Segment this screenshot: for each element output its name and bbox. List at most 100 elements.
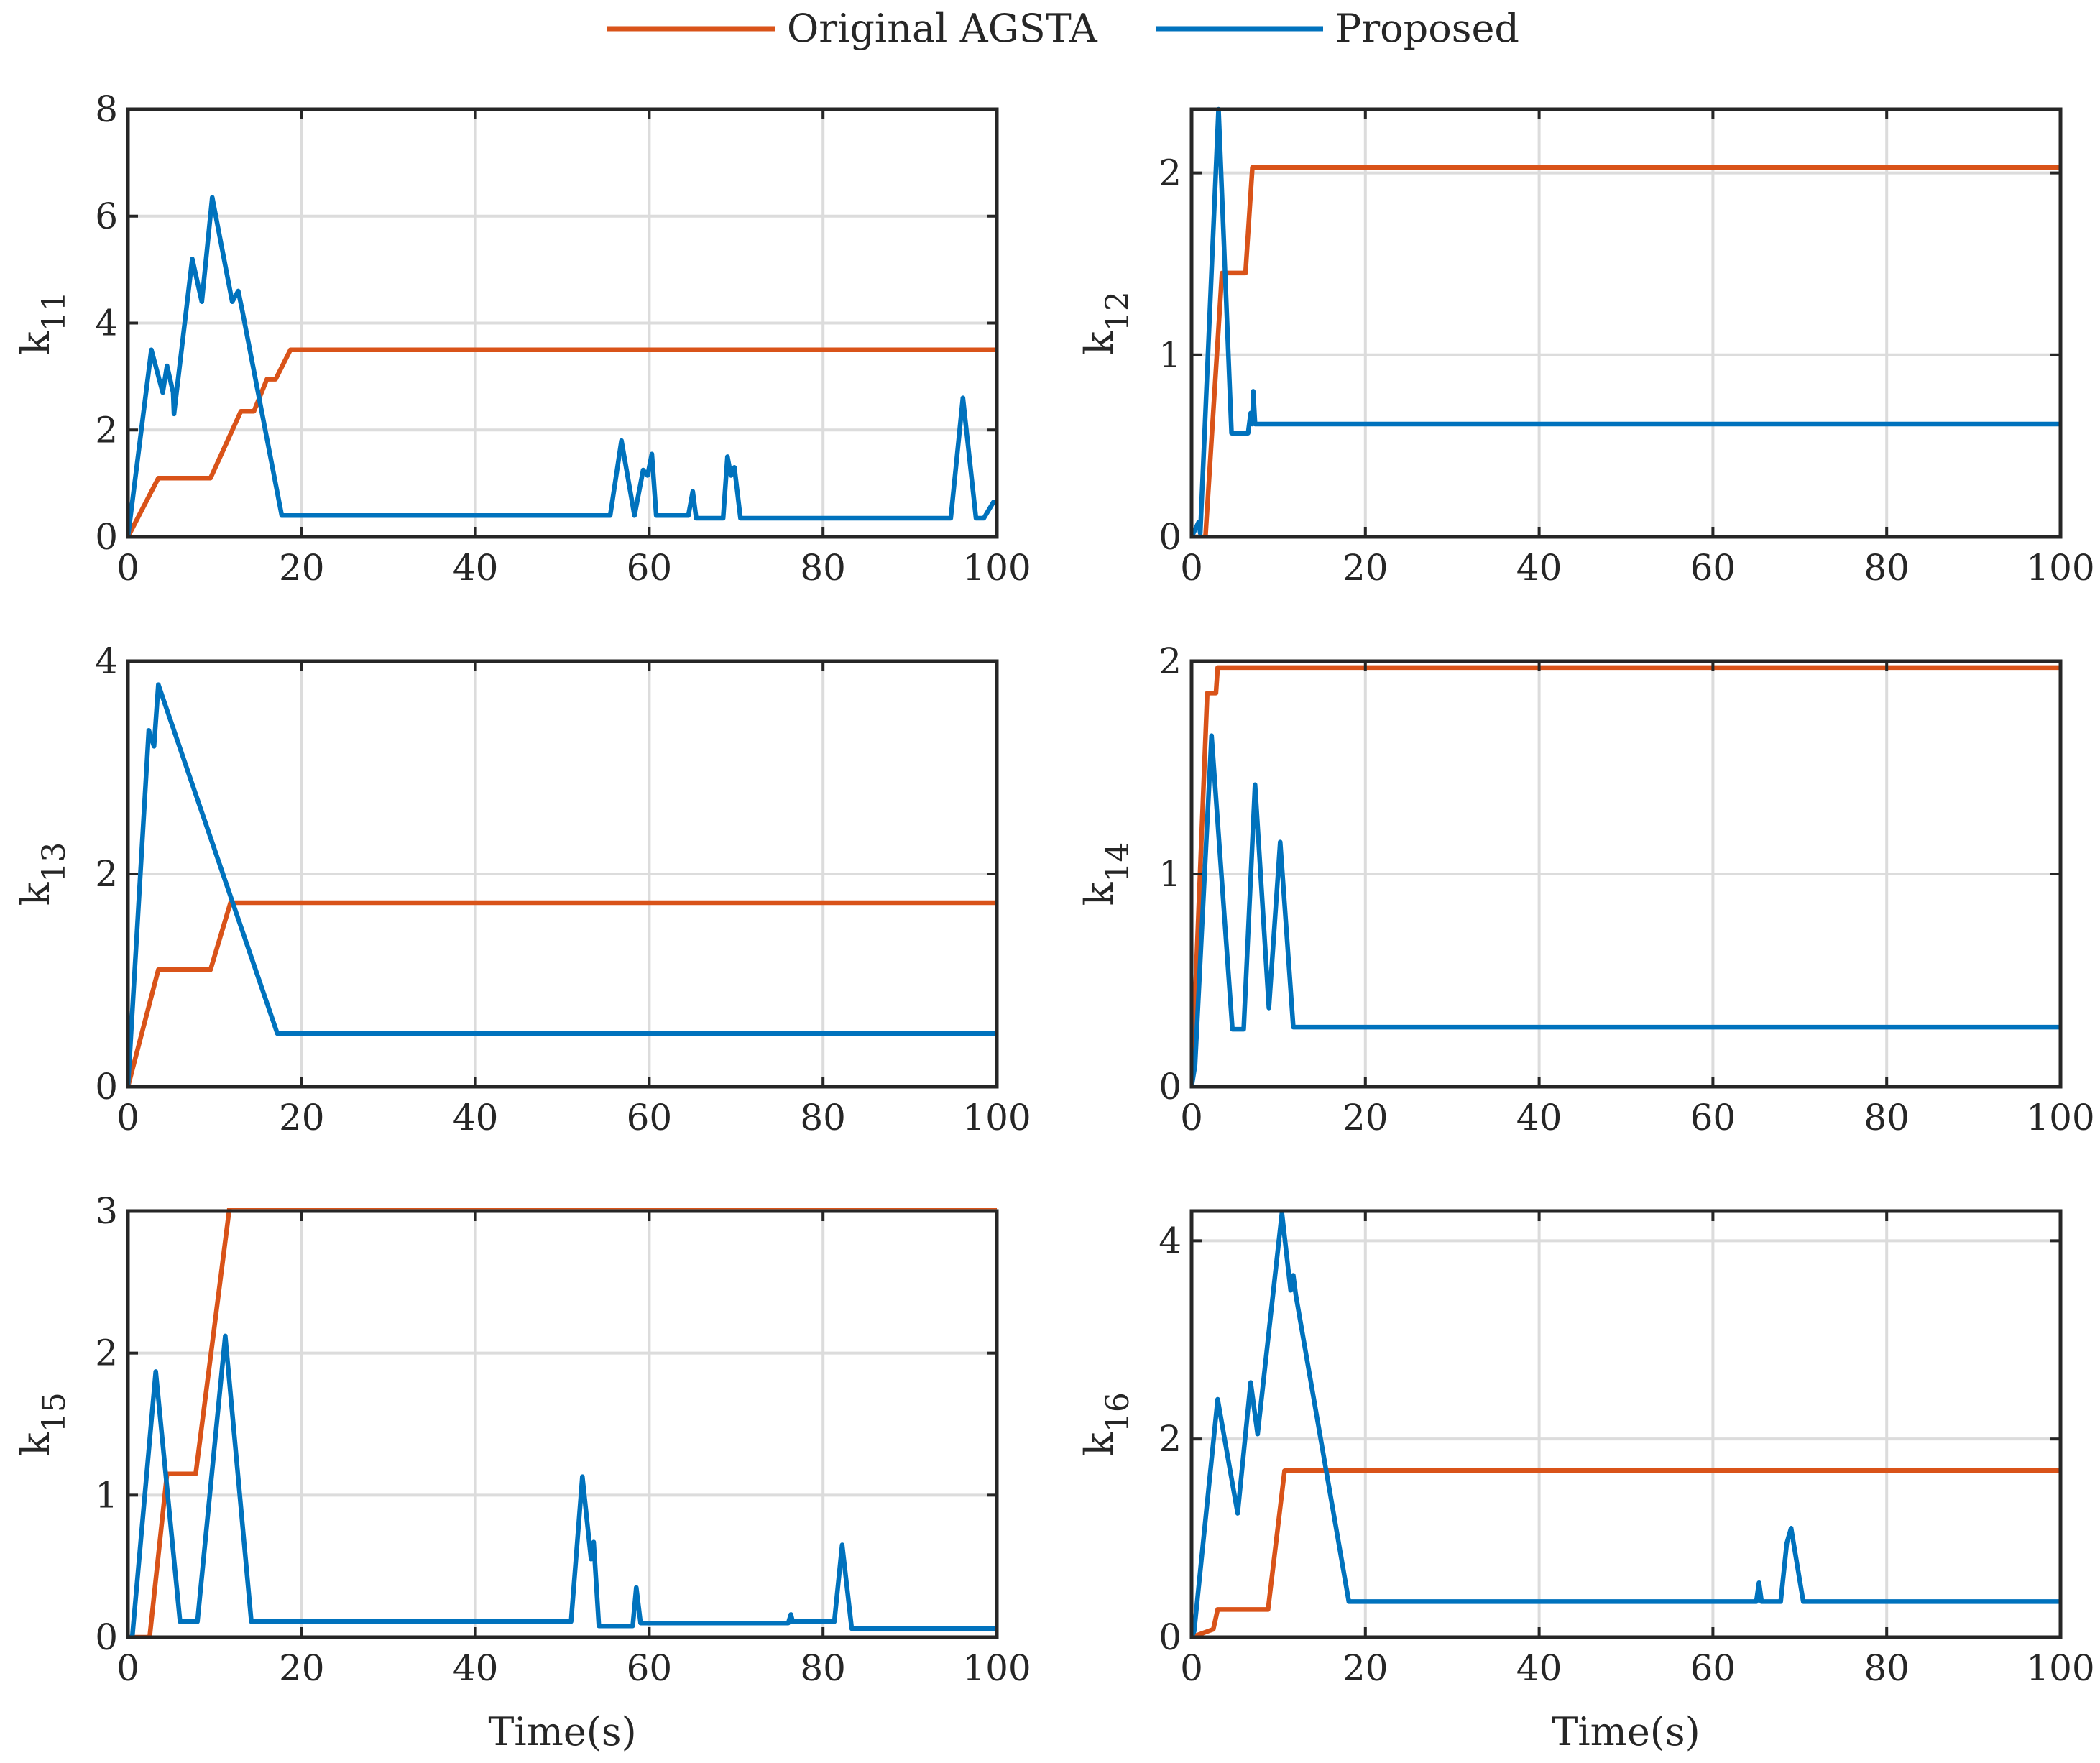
y-axis-label-subscript: 11 bbox=[36, 291, 73, 331]
series-original-agsta bbox=[128, 900, 997, 1087]
x-tick-label: 80 bbox=[800, 1647, 846, 1689]
x-axis-label: Time(s) bbox=[1552, 1709, 1700, 1754]
x-tick-label: 80 bbox=[1864, 547, 1910, 589]
y-axis-label-main: k bbox=[13, 881, 58, 906]
subplot-k13: 0 20 40 60 80 100 0 2 4 k13 bbox=[13, 640, 1031, 1138]
x-tick-label: 80 bbox=[800, 1097, 846, 1138]
y-tick-label: 1 bbox=[1159, 334, 1182, 376]
x-tick-label: 0 bbox=[116, 1647, 139, 1689]
y-tick-label: 4 bbox=[95, 640, 118, 682]
x-tick-label: 0 bbox=[116, 1097, 139, 1138]
y-axis-label-main: k bbox=[13, 331, 58, 355]
y-axis-label-subscript: 13 bbox=[36, 842, 73, 883]
y-tick-label: 0 bbox=[1159, 1616, 1182, 1658]
y-axis-label-main: k bbox=[1077, 1432, 1122, 1456]
x-tick-label: 60 bbox=[627, 1097, 673, 1138]
x-tick-label: 40 bbox=[453, 1647, 499, 1689]
x-tick-label: 100 bbox=[2026, 547, 2094, 589]
y-tick-label: 4 bbox=[1159, 1220, 1182, 1261]
x-tick-label: 100 bbox=[962, 1097, 1031, 1138]
y-axis-label-main: k bbox=[1077, 881, 1122, 906]
series-proposed bbox=[128, 195, 997, 537]
y-axis-label: k16 bbox=[1077, 1392, 1136, 1456]
y-axis-label: k13 bbox=[13, 842, 73, 906]
y-tick-label: 0 bbox=[1159, 516, 1182, 558]
series-proposed bbox=[128, 1333, 997, 1637]
axes-box bbox=[126, 1209, 999, 1639]
x-tick-label: 40 bbox=[1516, 1647, 1562, 1689]
x-tick-label: 80 bbox=[1864, 1647, 1910, 1689]
x-tick-label: 80 bbox=[1864, 1097, 1910, 1138]
y-axis-label-main: k bbox=[1077, 331, 1122, 355]
x-tick-label: 20 bbox=[1343, 547, 1389, 589]
series-proposed bbox=[1192, 733, 2060, 1087]
x-tick-label: 20 bbox=[279, 1097, 325, 1138]
y-tick-label: 4 bbox=[95, 303, 118, 344]
legend-label-original: Original AGSTA bbox=[787, 6, 1098, 51]
series-proposed bbox=[128, 682, 997, 1087]
x-axis-label: Time(s) bbox=[488, 1709, 636, 1754]
x-tick-label: 100 bbox=[2026, 1097, 2094, 1138]
y-axis-label-subscript: 12 bbox=[1100, 291, 1136, 331]
y-tick-label: 2 bbox=[1159, 152, 1182, 194]
x-tick-label: 40 bbox=[1516, 1097, 1562, 1138]
legend-label-proposed: Proposed bbox=[1335, 6, 1519, 51]
series-original-agsta bbox=[128, 1208, 997, 1637]
x-tick-label: 0 bbox=[1180, 1647, 1203, 1689]
y-axis-label-subscript: 16 bbox=[1100, 1392, 1136, 1432]
series-original-agsta bbox=[1192, 665, 2060, 1087]
x-tick-label: 100 bbox=[962, 1647, 1031, 1689]
y-tick-label: 0 bbox=[95, 1616, 118, 1658]
y-axis-label: k15 bbox=[13, 1392, 73, 1456]
y-tick-label: 2 bbox=[95, 853, 118, 895]
x-tick-label: 0 bbox=[116, 547, 139, 589]
legend: Original AGSTA Proposed bbox=[607, 6, 1519, 51]
subplot-k14: 0 20 40 60 80 100 0 1 2 k14 bbox=[1077, 640, 2095, 1138]
x-tick-label: 60 bbox=[1690, 1097, 1736, 1138]
y-tick-label: 0 bbox=[95, 516, 118, 558]
y-tick-label: 2 bbox=[95, 409, 118, 451]
x-tick-label: 20 bbox=[279, 547, 325, 589]
y-tick-label: 0 bbox=[95, 1066, 118, 1108]
y-axis-label-subscript: 14 bbox=[1100, 842, 1136, 883]
subplot-k15: 0 20 40 60 80 100 0 1 2 3 k15 Time(s) bbox=[13, 1190, 1031, 1754]
subplot-k16: 0 20 40 60 80 100 0 2 4 k16 Time(s) bbox=[1077, 1209, 2095, 1754]
y-tick-label: 0 bbox=[1159, 1066, 1182, 1108]
series-original-agsta bbox=[1192, 1468, 2060, 1637]
x-tick-label: 100 bbox=[962, 547, 1031, 589]
x-tick-label: 40 bbox=[453, 1097, 499, 1138]
y-axis-label: k12 bbox=[1077, 291, 1136, 355]
subplot-k11: 0 20 40 60 80 100 0 2 4 6 8 k11 bbox=[13, 88, 1031, 589]
x-tick-label: 60 bbox=[627, 547, 673, 589]
x-tick-label: 20 bbox=[1343, 1647, 1389, 1689]
y-axis-label: k11 bbox=[13, 291, 73, 355]
x-tick-label: 80 bbox=[800, 547, 846, 589]
x-tick-label: 60 bbox=[1690, 547, 1736, 589]
x-tick-label: 40 bbox=[1516, 547, 1562, 589]
series-original-agsta bbox=[128, 347, 997, 537]
y-tick-label: 1 bbox=[95, 1474, 118, 1516]
y-axis-label-main: k bbox=[13, 1432, 58, 1456]
y-tick-label: 2 bbox=[1159, 1418, 1182, 1460]
axes-box bbox=[1189, 1209, 2063, 1639]
x-tick-label: 60 bbox=[627, 1647, 673, 1689]
y-tick-label: 6 bbox=[95, 195, 118, 237]
x-tick-label: 60 bbox=[1690, 1647, 1736, 1689]
y-axis-label-subscript: 15 bbox=[36, 1392, 73, 1432]
x-tick-label: 20 bbox=[1343, 1097, 1389, 1138]
y-tick-label: 1 bbox=[1159, 853, 1182, 895]
series-proposed bbox=[1192, 106, 2060, 537]
axes-box bbox=[1189, 107, 2063, 539]
x-tick-label: 0 bbox=[1180, 1097, 1203, 1138]
y-axis-label: k14 bbox=[1077, 842, 1136, 906]
x-tick-label: 100 bbox=[2026, 1647, 2094, 1689]
x-tick-label: 40 bbox=[453, 547, 499, 589]
y-tick-label: 3 bbox=[95, 1190, 118, 1232]
x-tick-label: 20 bbox=[279, 1647, 325, 1689]
series-original-agsta bbox=[1192, 165, 2060, 537]
y-tick-label: 2 bbox=[95, 1332, 118, 1374]
y-tick-label: 8 bbox=[95, 88, 118, 130]
